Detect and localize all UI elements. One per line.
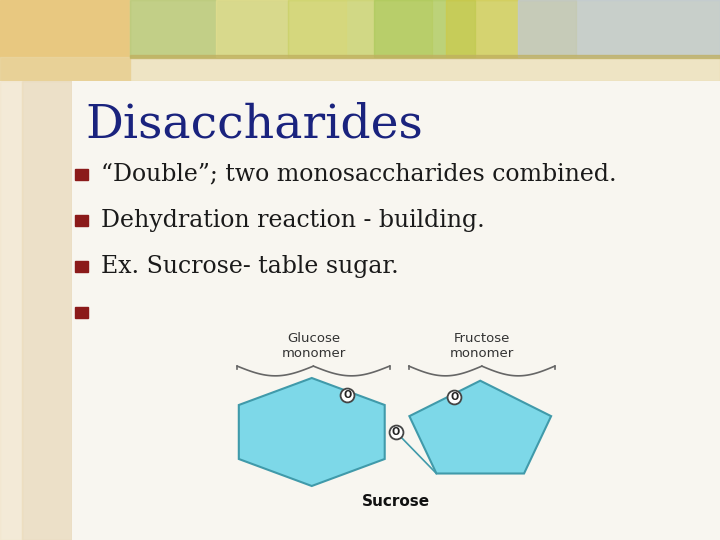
Bar (75, 261, 88, 272)
Polygon shape (410, 381, 551, 474)
Bar (374, 0, 475, 57)
Text: O: O (392, 427, 400, 437)
Bar (0, 0, 130, 81)
Bar (0, 81, 22, 540)
Bar (216, 0, 346, 57)
Bar (446, 0, 576, 57)
Bar (288, 0, 432, 57)
Text: Fructose
monomer: Fructose monomer (450, 332, 514, 360)
Text: Sucrose: Sucrose (362, 494, 430, 509)
Bar (0, 57, 720, 81)
Bar (75, 215, 88, 226)
Bar (75, 169, 88, 180)
Text: Ex. Sucrose- table sugar.: Ex. Sucrose- table sugar. (101, 255, 399, 278)
Text: Disaccharides: Disaccharides (85, 103, 423, 148)
Bar (22, 81, 72, 540)
Bar (130, 0, 720, 57)
Bar (130, 55, 720, 58)
Text: O: O (450, 392, 459, 402)
Text: O: O (343, 390, 351, 400)
Text: “Double”; two monosaccharides combined.: “Double”; two monosaccharides combined. (101, 163, 617, 186)
Text: Dehydration reaction - building.: Dehydration reaction - building. (101, 209, 485, 232)
Bar (75, 307, 88, 318)
Bar (518, 0, 720, 57)
Text: Glucose
monomer: Glucose monomer (282, 332, 346, 360)
Polygon shape (239, 378, 384, 486)
Bar (130, 0, 288, 57)
